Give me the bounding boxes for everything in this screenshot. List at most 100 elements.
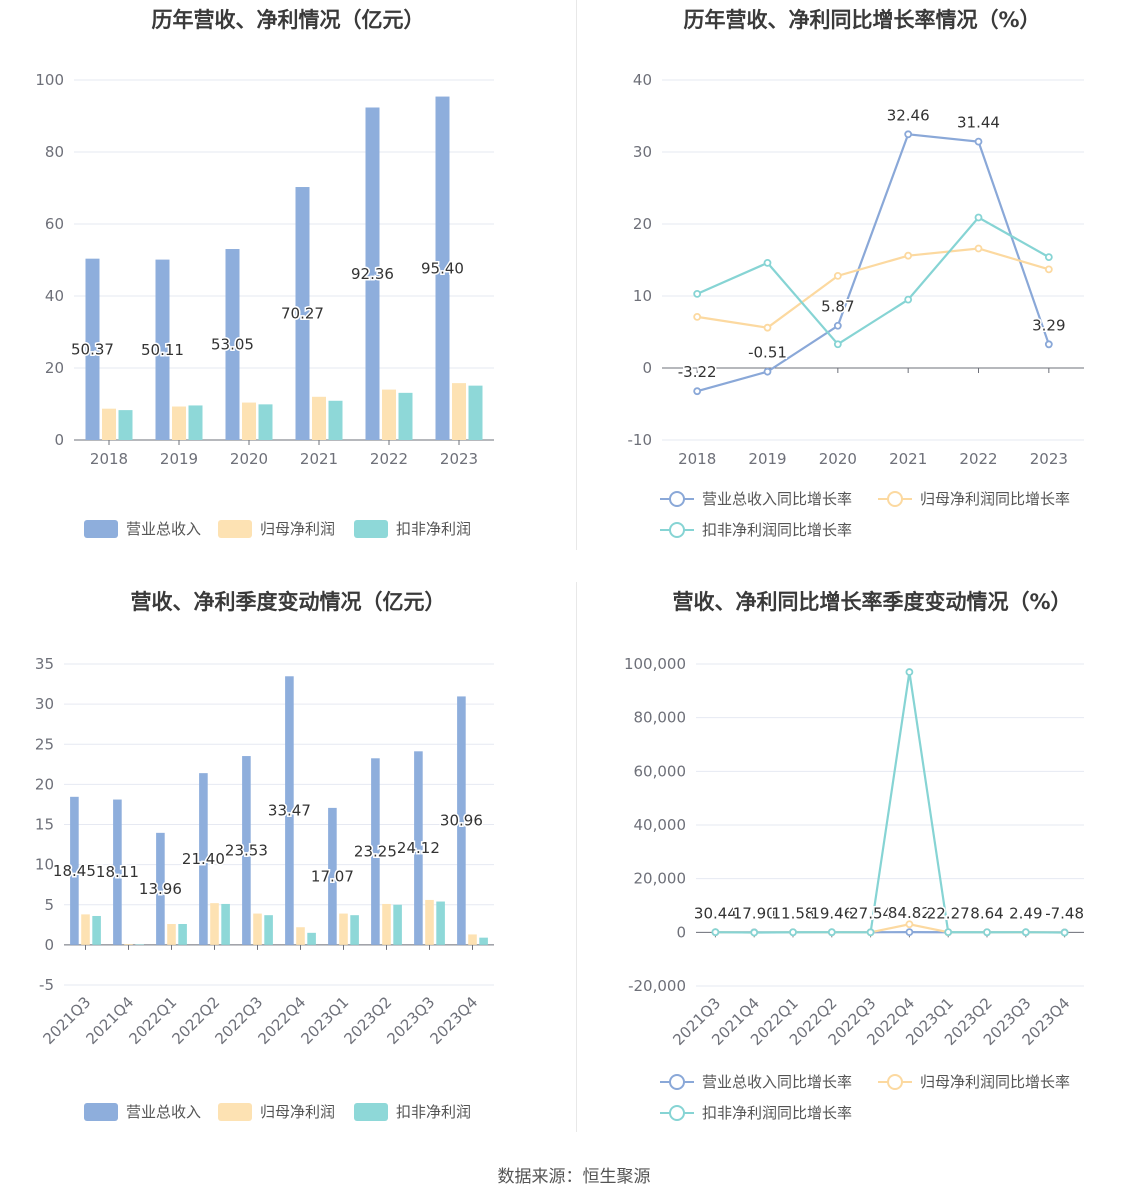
y-tick-label: 80,000 bbox=[634, 709, 687, 727]
chart-title: 历年营收、净利情况（亿元） bbox=[151, 8, 425, 32]
legend-item-revenue[interactable]: 营业总收入 bbox=[84, 1101, 201, 1122]
point-revenue bbox=[833, 321, 842, 330]
data-source: 数据来源：恒生聚源 bbox=[497, 1167, 651, 1187]
chart-title: 营收、净利同比增长率季度变动情况（%） bbox=[672, 590, 1072, 614]
y-tick-label: 60 bbox=[45, 215, 64, 233]
bar-revenue bbox=[457, 696, 466, 945]
legend-item-parent-np[interactable]: 归母净利润 bbox=[218, 518, 335, 539]
bar-revenue bbox=[155, 259, 170, 440]
legend-item-revenue-growth[interactable]: 营业总收入同比增长率 bbox=[660, 488, 852, 509]
point-deducted-np bbox=[711, 928, 720, 937]
legend-swatch bbox=[878, 490, 912, 508]
legend-swatch bbox=[354, 1102, 388, 1121]
data-label: 2.49 bbox=[1009, 904, 1042, 922]
bar-parent-np bbox=[425, 899, 434, 945]
legend: 营业总收入同比增长率 归母净利润同比增长率 扣非净利润同比增长率 bbox=[576, 488, 1148, 548]
legend-item-deducted-np[interactable]: 扣非净利润 bbox=[354, 518, 471, 539]
data-label: 5.87 bbox=[821, 298, 854, 316]
point-deducted-np bbox=[827, 928, 836, 937]
bar-revenue bbox=[225, 249, 240, 440]
y-tick-label: 40 bbox=[633, 71, 652, 89]
bar-revenue bbox=[199, 773, 208, 945]
data-label: -0.51 bbox=[748, 344, 787, 362]
x-tick-label: 2018 bbox=[678, 450, 716, 468]
point-revenue bbox=[974, 137, 983, 146]
legend-item-revenue[interactable]: 营业总收入 bbox=[84, 518, 201, 539]
y-tick-label: 0 bbox=[54, 431, 64, 449]
legend-item-deducted-np[interactable]: 扣非净利润 bbox=[354, 1101, 471, 1122]
bar-deducted-np bbox=[479, 937, 488, 945]
point-revenue bbox=[905, 928, 914, 937]
legend-item-revenue-growth[interactable]: 营业总收入同比增长率 bbox=[660, 1071, 852, 1092]
legend-item-parent-growth[interactable]: 归母净利润同比增长率 bbox=[878, 1071, 1070, 1092]
legend-label: 归母净利润 bbox=[260, 1103, 336, 1121]
bar-revenue bbox=[156, 832, 165, 945]
bar-deducted-np bbox=[468, 385, 483, 440]
legend-swatch bbox=[660, 1073, 694, 1091]
y-tick-label: 35 bbox=[35, 655, 54, 673]
y-tick-label: 40 bbox=[45, 287, 64, 305]
bar-parent-np bbox=[468, 934, 477, 945]
point-parent-np bbox=[904, 251, 913, 260]
point-parent-np bbox=[833, 271, 842, 280]
legend-item-deducted-growth[interactable]: 扣非净利润同比增长率 bbox=[660, 519, 852, 540]
legend: 营业总收入同比增长率 归母净利润同比增长率 扣非净利润同比增长率 bbox=[576, 1071, 1148, 1131]
point-deducted-np bbox=[974, 213, 983, 222]
legend-label: 归母净利润同比增长率 bbox=[920, 490, 1071, 508]
point-revenue bbox=[904, 130, 913, 139]
legend-swatch bbox=[84, 519, 118, 538]
data-label: 92.36 bbox=[351, 265, 394, 283]
chart-annual-revenue: 0 20 40 60 80 100 2018 2019 2020 2021 2022 2023 50.3… bbox=[35, 71, 494, 468]
data-label: 13.96 bbox=[139, 880, 182, 898]
data-label: 30.44 bbox=[694, 904, 737, 922]
legend-label: 扣非净利润 bbox=[396, 520, 472, 538]
legend-swatch bbox=[878, 1073, 912, 1091]
bar-revenue bbox=[295, 187, 310, 440]
legend-label: 营业总收入同比增长率 bbox=[702, 1073, 853, 1091]
chart-title: 营收、净利季度变动情况（亿元） bbox=[130, 590, 446, 614]
y-tick-label: 30 bbox=[35, 695, 54, 713]
y-tick-label: 100,000 bbox=[624, 655, 686, 673]
bar-revenue bbox=[70, 796, 79, 945]
x-tick-label: 2020 bbox=[230, 450, 268, 468]
data-label: 22.27 bbox=[927, 904, 970, 922]
legend-item-parent-growth[interactable]: 归母净利润同比增长率 bbox=[878, 488, 1070, 509]
bar-deducted-np bbox=[118, 410, 133, 440]
y-tick-label: 40,000 bbox=[634, 816, 687, 834]
legend-item-deducted-growth[interactable]: 扣非净利润同比增长率 bbox=[660, 1102, 852, 1123]
y-tick-label: 10 bbox=[633, 287, 652, 305]
bar-deducted-np bbox=[350, 915, 359, 945]
panel-quarterly-revenue: 营收、净利季度变动情况（亿元） -5 0 5 10 15 20 25 30 35 2021Q3 20… bbox=[0, 582, 576, 1142]
point-parent-np bbox=[974, 244, 983, 253]
bar-revenue bbox=[113, 799, 122, 945]
bar-revenue bbox=[365, 107, 380, 440]
point-parent-np bbox=[905, 920, 914, 929]
bar-revenue bbox=[242, 756, 251, 945]
y-tick-label: 60,000 bbox=[634, 762, 687, 780]
data-label: 18.45 bbox=[53, 862, 96, 880]
legend: 营业总收入 归母净利润 扣非净利润 bbox=[0, 518, 576, 542]
point-deducted-np bbox=[1044, 253, 1053, 262]
point-deducted-np bbox=[1060, 928, 1069, 937]
bar-parent-np bbox=[296, 927, 305, 945]
bar-deducted-np bbox=[328, 400, 343, 440]
legend-item-parent-np[interactable]: 归母净利润 bbox=[218, 1101, 335, 1122]
data-label: -3.22 bbox=[678, 363, 717, 381]
line-deducted-np bbox=[715, 671, 1065, 934]
x-tick-label: 2021 bbox=[300, 450, 338, 468]
point-deducted-np bbox=[789, 928, 797, 937]
panel-annual-growth: 历年营收、净利同比增长率情况（%） -10 0 10 20 30 40 2018 2019 20… bbox=[576, 0, 1148, 560]
x-tick-label: 2022 bbox=[959, 450, 997, 468]
data-label: 95.40 bbox=[421, 259, 464, 277]
x-tick-label: 2023 bbox=[1030, 450, 1068, 468]
x-tick-label: 2019 bbox=[160, 450, 198, 468]
point-parent-np bbox=[763, 323, 772, 332]
x-tick-label: 2021 bbox=[889, 450, 927, 468]
legend-swatch bbox=[84, 1102, 118, 1121]
y-tick-label: 20,000 bbox=[634, 870, 687, 888]
point-parent-np bbox=[693, 312, 702, 321]
y-tick-label: 0 bbox=[44, 936, 54, 954]
y-tick-label: -5 bbox=[39, 976, 54, 994]
y-tick-label: 15 bbox=[35, 816, 54, 834]
chart-quarterly-revenue: -5051015202530352021Q32021Q42022Q12022Q2… bbox=[35, 655, 494, 1048]
